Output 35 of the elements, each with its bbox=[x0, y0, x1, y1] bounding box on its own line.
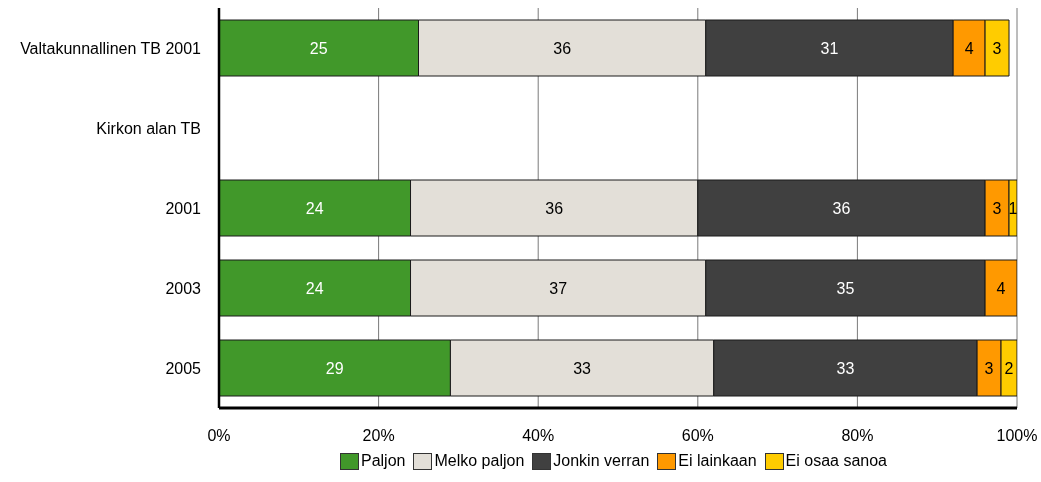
data-label: 36 bbox=[545, 199, 564, 217]
legend-label: Ei osaa sanoa bbox=[785, 452, 888, 470]
data-label: 36 bbox=[553, 39, 572, 57]
x-tick-label: 0% bbox=[207, 427, 231, 445]
x-tick-label: 80% bbox=[841, 427, 874, 445]
data-label: 4 bbox=[996, 279, 1006, 297]
data-label: 25 bbox=[309, 39, 328, 57]
x-tick-label: 100% bbox=[996, 427, 1038, 445]
data-label: 33 bbox=[836, 359, 855, 377]
data-label: 3 bbox=[984, 359, 994, 377]
y-tick-label: 2001 bbox=[165, 199, 202, 217]
legend-label: Ei lainkaan bbox=[678, 452, 757, 470]
data-label: 29 bbox=[325, 359, 344, 377]
legend-label: Paljon bbox=[360, 452, 406, 470]
y-tick-label: Kirkon alan TB bbox=[96, 119, 201, 137]
x-tick-label: 20% bbox=[362, 427, 395, 445]
data-label: 24 bbox=[305, 279, 324, 297]
x-tick-label: 60% bbox=[681, 427, 714, 445]
y-tick-label: 2005 bbox=[165, 359, 202, 377]
data-label: 36 bbox=[832, 199, 851, 217]
data-label: 3 bbox=[992, 39, 1002, 57]
data-label: 1 bbox=[1008, 199, 1018, 217]
legend-label: Melko paljon bbox=[434, 452, 525, 470]
data-label: 31 bbox=[820, 39, 839, 57]
legend-label: Jonkin verran bbox=[553, 452, 650, 470]
data-label: 4 bbox=[964, 39, 974, 57]
data-label: 33 bbox=[573, 359, 592, 377]
data-label: 3 bbox=[992, 199, 1002, 217]
x-tick-label: 40% bbox=[522, 427, 555, 445]
data-label: 37 bbox=[549, 279, 568, 297]
data-label: 2 bbox=[1004, 359, 1014, 377]
y-tick-label: 2003 bbox=[165, 279, 202, 297]
y-tick-label: Valtakunnallinen TB 2001 bbox=[20, 39, 202, 57]
data-label: 35 bbox=[836, 279, 855, 297]
data-label: 24 bbox=[305, 199, 324, 217]
